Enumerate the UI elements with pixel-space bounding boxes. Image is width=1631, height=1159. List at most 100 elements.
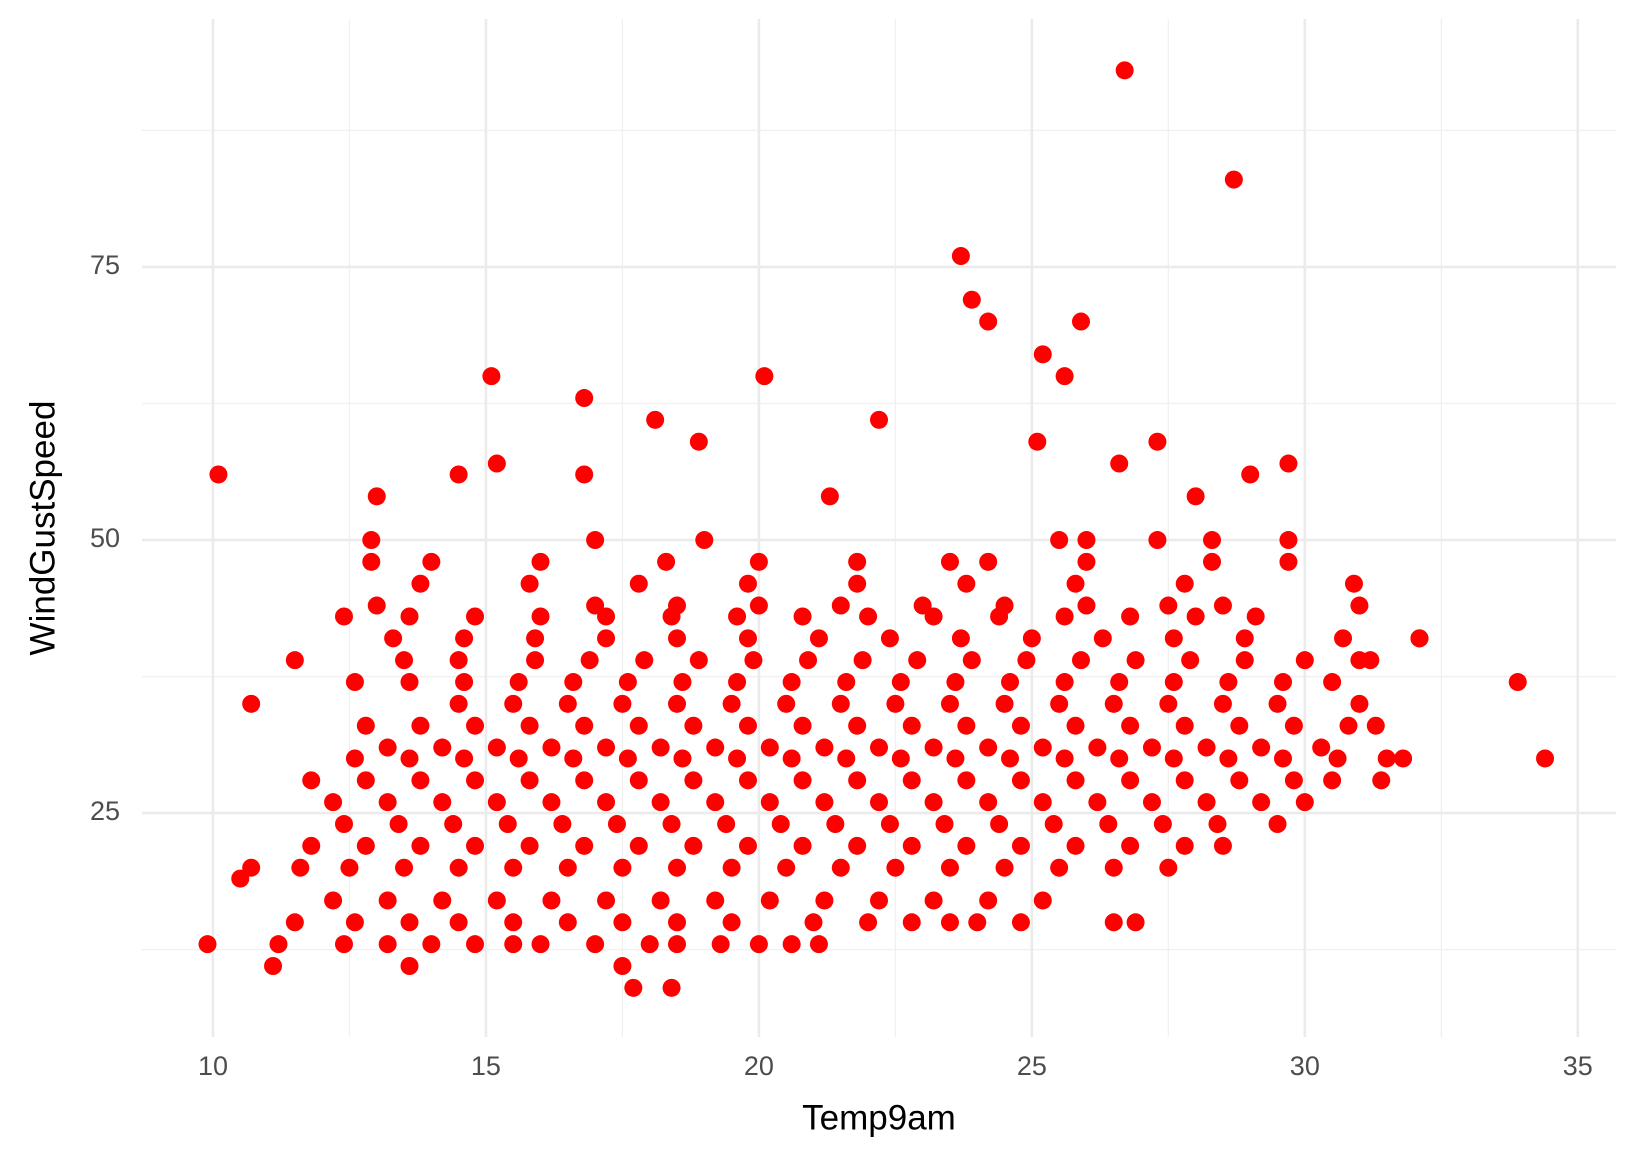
point [1273,749,1292,768]
point [433,793,452,812]
point [1011,716,1030,735]
point [689,651,708,670]
point [962,290,981,309]
point [711,935,730,954]
point [1121,607,1140,626]
point [1279,454,1298,473]
point [1017,651,1036,670]
point [831,596,850,615]
point [1213,836,1232,855]
point [520,836,539,855]
point [411,836,430,855]
point [777,858,796,877]
point [793,716,812,735]
point [848,836,867,855]
point [979,552,998,571]
point [362,552,381,571]
point [558,913,577,932]
point [1235,629,1254,648]
point [302,836,321,855]
point [668,935,687,954]
point [979,738,998,757]
point [886,694,905,713]
point [673,673,692,692]
point [684,836,703,855]
point [995,596,1014,615]
point [1323,771,1342,790]
point [400,607,419,626]
point [1312,738,1331,757]
point [504,935,523,954]
point [378,793,397,812]
y-tick-label: 50 [90,523,120,553]
point [891,673,910,692]
point [558,858,577,877]
point [940,552,959,571]
point [995,694,1014,713]
point [531,935,550,954]
point [302,771,321,790]
point [422,935,441,954]
point [1066,574,1085,593]
point [291,858,310,877]
point [586,596,605,615]
point [1334,629,1353,648]
point [1104,694,1123,713]
point [466,935,485,954]
point [1366,716,1385,735]
point [668,596,687,615]
point [466,607,485,626]
point [738,836,757,855]
point [782,935,801,954]
point [531,552,550,571]
point [706,891,725,910]
point [400,673,419,692]
point [1028,432,1047,451]
point [1279,531,1298,550]
point [968,913,987,932]
point [1011,771,1030,790]
point [728,673,747,692]
point [285,651,304,670]
point [837,673,856,692]
point [1268,694,1287,713]
point [1339,716,1358,735]
point [1344,574,1363,593]
point [1126,651,1145,670]
point [613,957,632,976]
point [198,935,217,954]
point [1175,716,1194,735]
point [749,935,768,954]
point [717,815,736,834]
point [378,738,397,757]
point [831,858,850,877]
point [1279,552,1298,571]
y-tick-label: 25 [90,796,120,826]
point [526,629,545,648]
point [542,793,561,812]
point [345,749,364,768]
point [651,738,670,757]
point [613,694,632,713]
point [624,978,643,997]
point [1235,651,1254,670]
point [542,738,561,757]
point [1099,815,1118,834]
point [1159,596,1178,615]
point [1175,836,1194,855]
point [1372,771,1391,790]
point [231,869,250,888]
point [1066,836,1085,855]
point [1273,673,1292,692]
point [1241,465,1260,484]
point [749,552,768,571]
point [1148,432,1167,451]
point [990,815,1009,834]
point [1224,170,1243,189]
point [1126,913,1145,932]
point [738,716,757,735]
point [1252,738,1271,757]
point [793,771,812,790]
point [597,793,616,812]
